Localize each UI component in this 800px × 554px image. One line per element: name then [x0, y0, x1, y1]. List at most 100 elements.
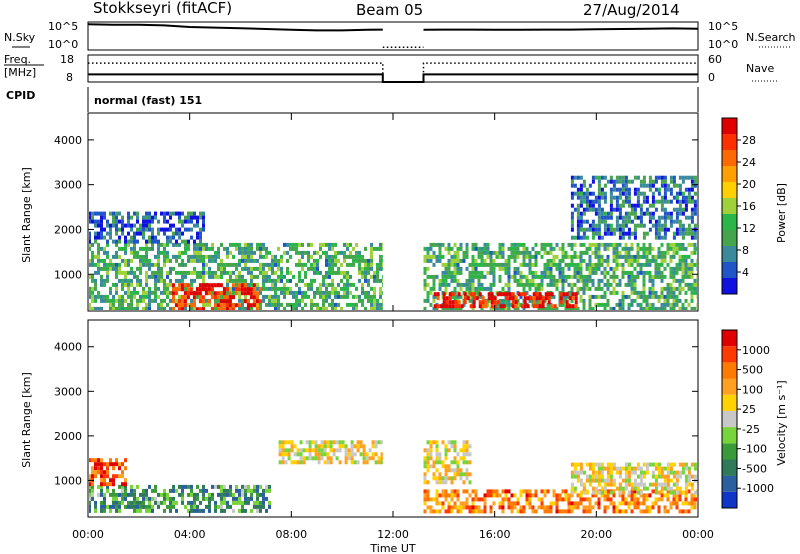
power-cells-cell [229, 242, 232, 247]
nsky-tick-top: 10^5 [48, 20, 78, 33]
power-cells-cell [558, 258, 562, 263]
power-cells-cell [163, 306, 166, 310]
power-cells-cell [669, 254, 673, 259]
power-cells-cell [91, 219, 94, 224]
vel-cells-cell [573, 486, 577, 491]
power-cells-cell [453, 266, 457, 271]
vel-cells-cell [142, 492, 145, 497]
power-cells-cell [250, 274, 253, 279]
vel-cells-cell [528, 489, 532, 494]
power-cells-cell [115, 282, 118, 287]
power-cells-cell [609, 223, 613, 228]
power-cells-cell [298, 286, 301, 291]
power-cells-cell [169, 282, 172, 287]
power-cells-cell [262, 298, 265, 303]
vel-cells-cell [163, 492, 166, 497]
vel-cells-cell [663, 482, 667, 487]
power-cells-cell [166, 254, 169, 259]
power-cells-cell [142, 258, 145, 263]
vel-cells-cell [362, 456, 366, 461]
power-cells-cell [89, 242, 91, 247]
power-cells-cell [669, 187, 673, 192]
power-cells-cell [600, 211, 604, 216]
power-cells-cell [91, 306, 94, 310]
vel-cells-cell [423, 476, 427, 481]
colorbar-swatch [722, 166, 737, 182]
power-cells-cell [213, 303, 217, 308]
power-cells-cell [313, 290, 316, 295]
vel-cells-cell [435, 497, 439, 502]
vel-cells-cell [453, 456, 457, 461]
power-cells-cell [654, 266, 658, 271]
power-cells-cell [136, 282, 139, 287]
vel-cells-cell [368, 456, 372, 461]
power-cells-cell [181, 211, 184, 216]
vel-cells-cell [570, 505, 574, 510]
power-cells-cell [639, 219, 643, 224]
power-cells-cell [379, 266, 382, 271]
power-cells-cell [97, 262, 100, 267]
power-cells-cell [255, 295, 259, 300]
vel-cells-cell [374, 440, 378, 445]
power-cells-cell [663, 254, 667, 259]
power-cells-cell [171, 283, 175, 288]
power-cells-cell [426, 266, 430, 271]
vel-cells-cell [627, 490, 631, 495]
power-cells-cell [89, 235, 91, 240]
power-cells-cell [109, 286, 112, 291]
power-cells-cell [423, 258, 427, 263]
power-cells-cell [89, 258, 91, 263]
power-cells-cell [259, 290, 262, 295]
power-cells-cell [690, 211, 694, 216]
vel-cells-cell [178, 492, 181, 497]
power-cells-cell [216, 303, 220, 308]
vel-cells-cell [97, 484, 100, 489]
power-cells-cell [657, 294, 661, 299]
vel-cells-cell [115, 462, 118, 467]
power-cells-cell [202, 302, 205, 307]
power-heatmap [89, 113, 697, 310]
power-cells-cell [654, 187, 658, 192]
power-cells-cell [606, 286, 610, 291]
power-cells-cell [472, 304, 476, 309]
power-cells-cell [177, 283, 181, 288]
power-cells-cell [205, 246, 208, 251]
power-cells-cell [565, 304, 569, 309]
vel-cells-cell [278, 448, 282, 453]
power-cells-cell [457, 292, 461, 297]
power-cells-cell [627, 219, 631, 224]
vel-cells-cell [507, 489, 511, 494]
ytick-label-0: 1000 [54, 474, 82, 487]
power-cells-cell [576, 278, 580, 283]
power-cells-cell [286, 290, 289, 295]
power-cells-cell [379, 246, 382, 251]
power-cells-cell [678, 219, 682, 224]
vel-cells-cell [678, 509, 682, 514]
power-cells-cell [109, 231, 112, 236]
power-cells-cell [696, 211, 697, 216]
vel-cells-cell [471, 509, 475, 514]
power-cells-cell [648, 183, 652, 188]
power-cells-cell [489, 306, 493, 310]
power-cells-cell [361, 274, 364, 279]
power-cells-cell [505, 296, 509, 301]
vel-cells-cell [489, 509, 493, 514]
power-cells-cell [633, 231, 637, 236]
power-cells-cell [465, 266, 469, 271]
power-cells-cell [675, 262, 679, 267]
vel-cells-cell [208, 504, 211, 509]
power-cells-cell [367, 278, 370, 283]
power-cells-cell [456, 262, 460, 267]
power-cells-cell [534, 262, 538, 267]
power-cells-cell [624, 219, 628, 224]
vel-cells-cell [687, 482, 691, 487]
power-cells-cell [687, 266, 691, 271]
vel-cells-cell [654, 462, 658, 467]
power-cells-cell [222, 299, 226, 304]
power-cells-cell [89, 294, 91, 299]
power-cells-cell [534, 254, 538, 259]
vel-cells-cell [163, 508, 166, 513]
vel-cells-cell [438, 472, 442, 477]
vel-cells-cell [468, 493, 472, 498]
power-cells-cell [186, 295, 190, 300]
